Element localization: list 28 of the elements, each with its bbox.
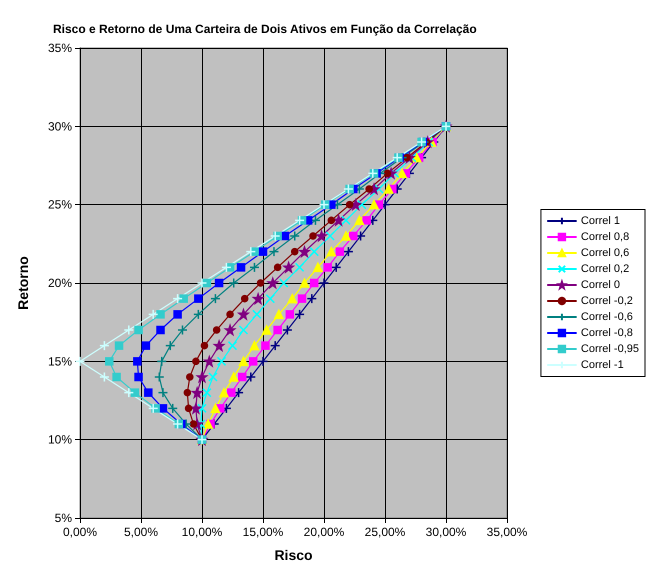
legend-label: Correl -1: [580, 359, 624, 371]
x-tick-label: 20,00%: [304, 525, 345, 539]
x-tick-label: 35,00%: [486, 525, 528, 539]
legend-label: Correl -0,2: [580, 295, 633, 307]
legend-label: Correl 0,2: [580, 263, 630, 275]
x-axis-title: Risco: [274, 547, 313, 563]
y-tick-label: 35%: [48, 41, 72, 55]
y-tick-label: 20%: [48, 276, 72, 290]
x-tick-label: 0,00%: [62, 525, 98, 539]
legend-label: Correl 0: [580, 279, 620, 291]
x-tick-label: 30,00%: [426, 525, 467, 539]
x-tick-label: 5,00%: [124, 525, 158, 539]
x-tick-label: 25,00%: [364, 525, 406, 539]
legend-label: Correl 1: [580, 215, 620, 227]
y-tick-label: 15%: [48, 354, 72, 368]
y-tick-label: 25%: [48, 198, 72, 212]
x-tick-label: 15,00%: [242, 525, 284, 539]
legend-label: Correl 0,6: [580, 247, 630, 259]
y-axis-title: Retorno: [15, 256, 31, 310]
legend-label: Correl 0,8: [580, 231, 630, 243]
x-tick-label: 10,00%: [182, 525, 223, 539]
chart-title: Risco e Retorno de Uma Carteira de Dois Ativos em Função da Correlação: [53, 22, 477, 36]
y-tick-label: 30%: [48, 119, 72, 134]
legend-label: Correl -0,95: [580, 343, 639, 355]
legend-label: Correl -0,8: [580, 327, 633, 339]
legend-label: Correl -0,6: [580, 311, 633, 323]
y-tick-label: 10%: [48, 432, 72, 447]
y-tick-label: 5%: [54, 511, 72, 525]
